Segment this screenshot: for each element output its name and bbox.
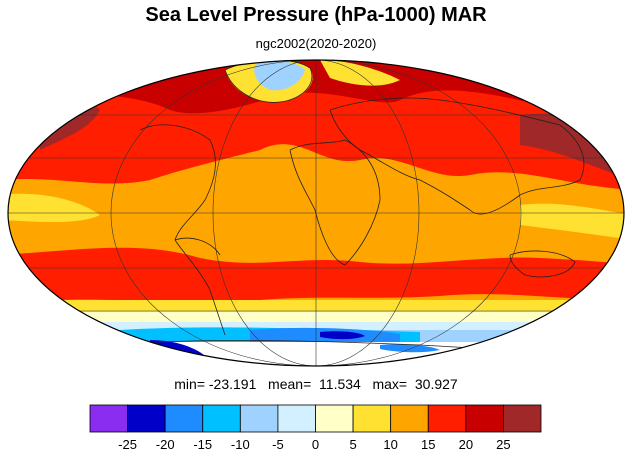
- pressure-field: [8, 60, 624, 366]
- globe-outline: [7, 59, 625, 367]
- colorbar-tick-label: -25: [118, 437, 137, 452]
- colorbar-box: [503, 404, 542, 433]
- colorbar-tick-label: -5: [272, 437, 284, 452]
- colorbar-tick-label: 25: [496, 437, 510, 452]
- colorbar-box: [239, 404, 279, 433]
- colorbar-box: [127, 404, 166, 433]
- colorbar-box: [390, 404, 429, 433]
- colorbar-box: [352, 404, 392, 433]
- colorbar-tick-label: -15: [193, 437, 212, 452]
- colorbar-tick-label: 5: [349, 437, 356, 452]
- colorbar-tick-label: -10: [231, 437, 250, 452]
- min-value: -23.191: [208, 376, 257, 392]
- colorbar-box: [89, 404, 128, 433]
- colorbar-box: [465, 404, 504, 433]
- colorbar-tick-label: 0: [312, 437, 319, 452]
- colorbar-ticks: -25 -20 -15 -10 -5 0 5 10 15 20 25: [118, 437, 510, 452]
- colorbar-tick-label: -20: [156, 437, 175, 452]
- mean-label: mean=: [268, 376, 312, 392]
- colorbar-tick-label: 10: [383, 437, 397, 452]
- max-label: max=: [372, 376, 408, 392]
- colorbar-box: [315, 404, 354, 433]
- colorbar-tick-label: 15: [421, 437, 435, 452]
- map-title: Sea Level Pressure (hPa-1000) MAR: [145, 4, 487, 26]
- min-label: min=: [174, 376, 205, 392]
- field-antarctic-blue-right: [380, 344, 440, 353]
- max-value: 30.927: [414, 376, 458, 392]
- field-eq-yellow-w: [8, 193, 100, 223]
- stats-line: min= -23.191 mean= 11.534 max= 30.927: [0, 376, 632, 392]
- map-subtitle: ngc2002(2020-2020): [255, 36, 377, 51]
- colorbar-boxes: [89, 404, 542, 433]
- colorbar-box: [164, 404, 204, 433]
- colorbar-tick-label: 20: [459, 437, 473, 452]
- field-greenland-lightblue: [254, 60, 305, 91]
- field-north-yellow: [320, 60, 400, 86]
- colorbar-box: [427, 404, 467, 433]
- colorbar-box: [277, 404, 316, 433]
- field-south-deepblue: [320, 331, 365, 340]
- colorbar-box: [202, 404, 241, 433]
- mean-value: 11.534: [319, 376, 361, 392]
